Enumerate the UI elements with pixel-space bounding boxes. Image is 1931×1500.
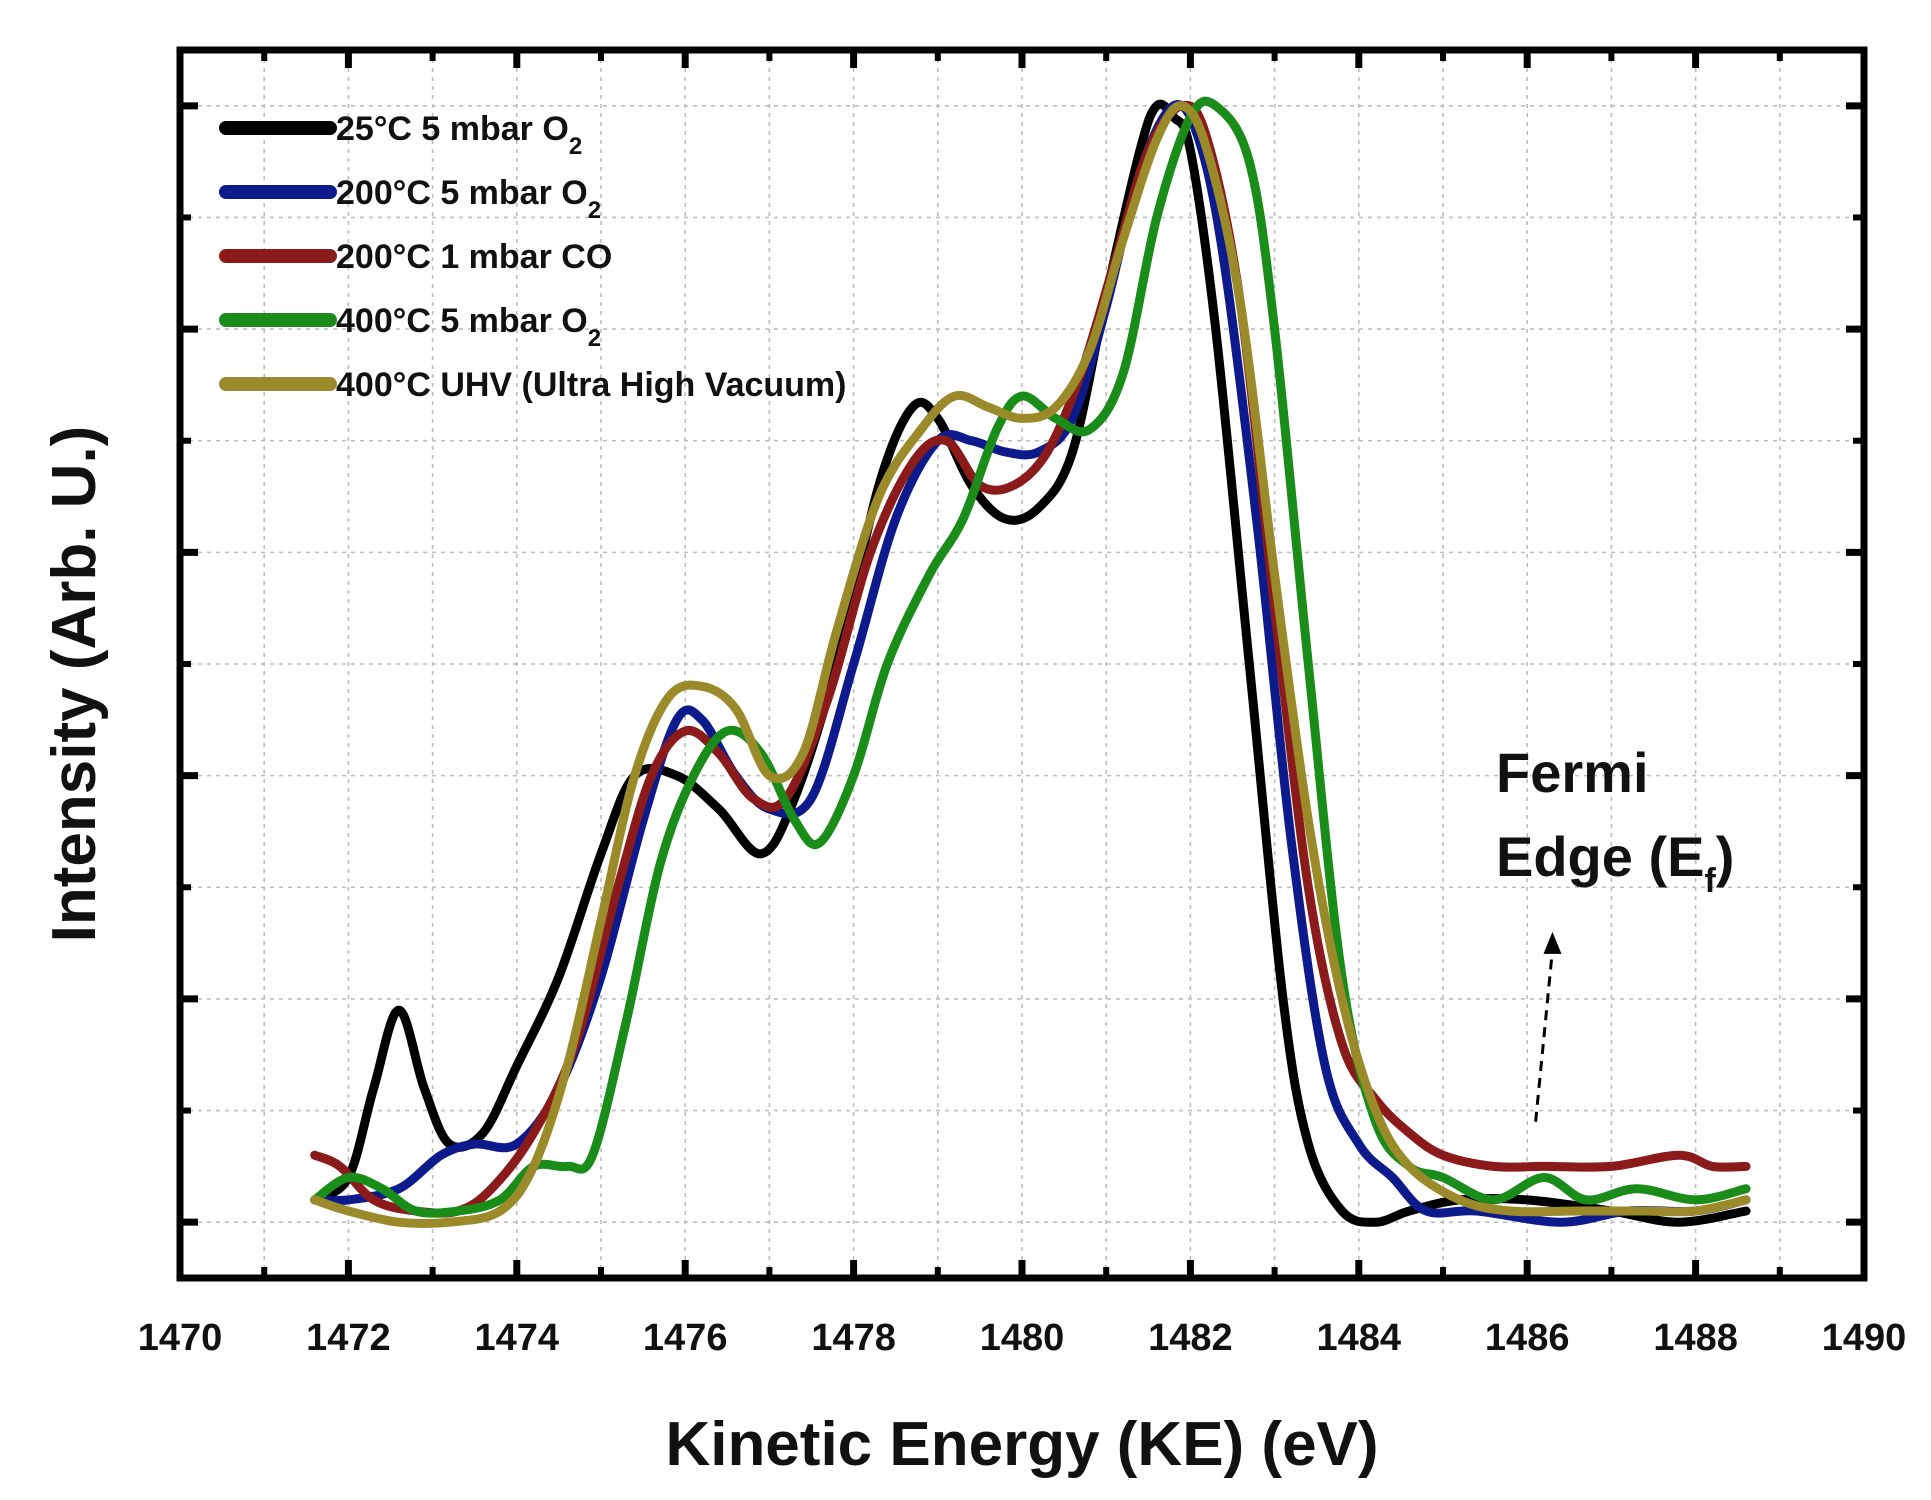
annotation-line-2: Edge (Ef) <box>1496 825 1734 900</box>
x-tick-label: 1484 <box>1317 1317 1402 1359</box>
annotation-arrow-shaft <box>1534 949 1554 1122</box>
x-tick-label: 1488 <box>1653 1317 1738 1359</box>
y-axis-label: Intensity (Arb. U.) <box>40 426 109 943</box>
x-tick-label: 1480 <box>980 1317 1065 1359</box>
x-tick-label: 1482 <box>1148 1317 1233 1359</box>
x-tick-labels: 1470 1472 1474 1476 1478 1480 1482 1484 1486 1488… <box>138 1317 1907 1359</box>
x-tick-label: 1470 <box>138 1317 223 1359</box>
grid <box>180 50 1864 1278</box>
series-line-1 <box>310 99 1751 1227</box>
annotation-line-1: Fermi <box>1496 741 1649 804</box>
legend-label-3: 200°C 1 mbar CO <box>336 238 612 276</box>
series-line-5 <box>310 101 1751 1229</box>
x-tick-label: 1486 <box>1485 1317 1570 1359</box>
x-tick-label: 1472 <box>306 1317 391 1359</box>
x-tick-label: 1478 <box>811 1317 896 1359</box>
annotation-arrow-head-icon <box>1543 931 1562 954</box>
x-axis-label: Kinetic Energy (KE) (eV) <box>665 1410 1378 1479</box>
series-line-2 <box>310 100 1751 1227</box>
legend-label-2: 200°C 5 mbar O2 <box>336 174 601 224</box>
x-tick-label: 1490 <box>1822 1317 1907 1359</box>
x-tick-label: 1474 <box>475 1317 560 1359</box>
series-line-4 <box>310 96 1751 1218</box>
legend-label-1: 25°C 5 mbar O2 <box>336 110 582 160</box>
x-tick-label: 1476 <box>643 1317 728 1359</box>
fermi-edge-annotation: Fermi Edge (Ef) <box>1496 741 1734 1122</box>
legend-label-4: 400°C 5 mbar O2 <box>336 302 601 352</box>
plot-frame <box>176 46 1868 1282</box>
legend: 25°C 5 mbar O2 200°C 5 mbar O2 200°C 1 mba… <box>219 110 846 404</box>
legend-label-5: 400°C UHV (Ultra High Vacuum) <box>336 366 846 404</box>
series-lines <box>310 96 1751 1229</box>
